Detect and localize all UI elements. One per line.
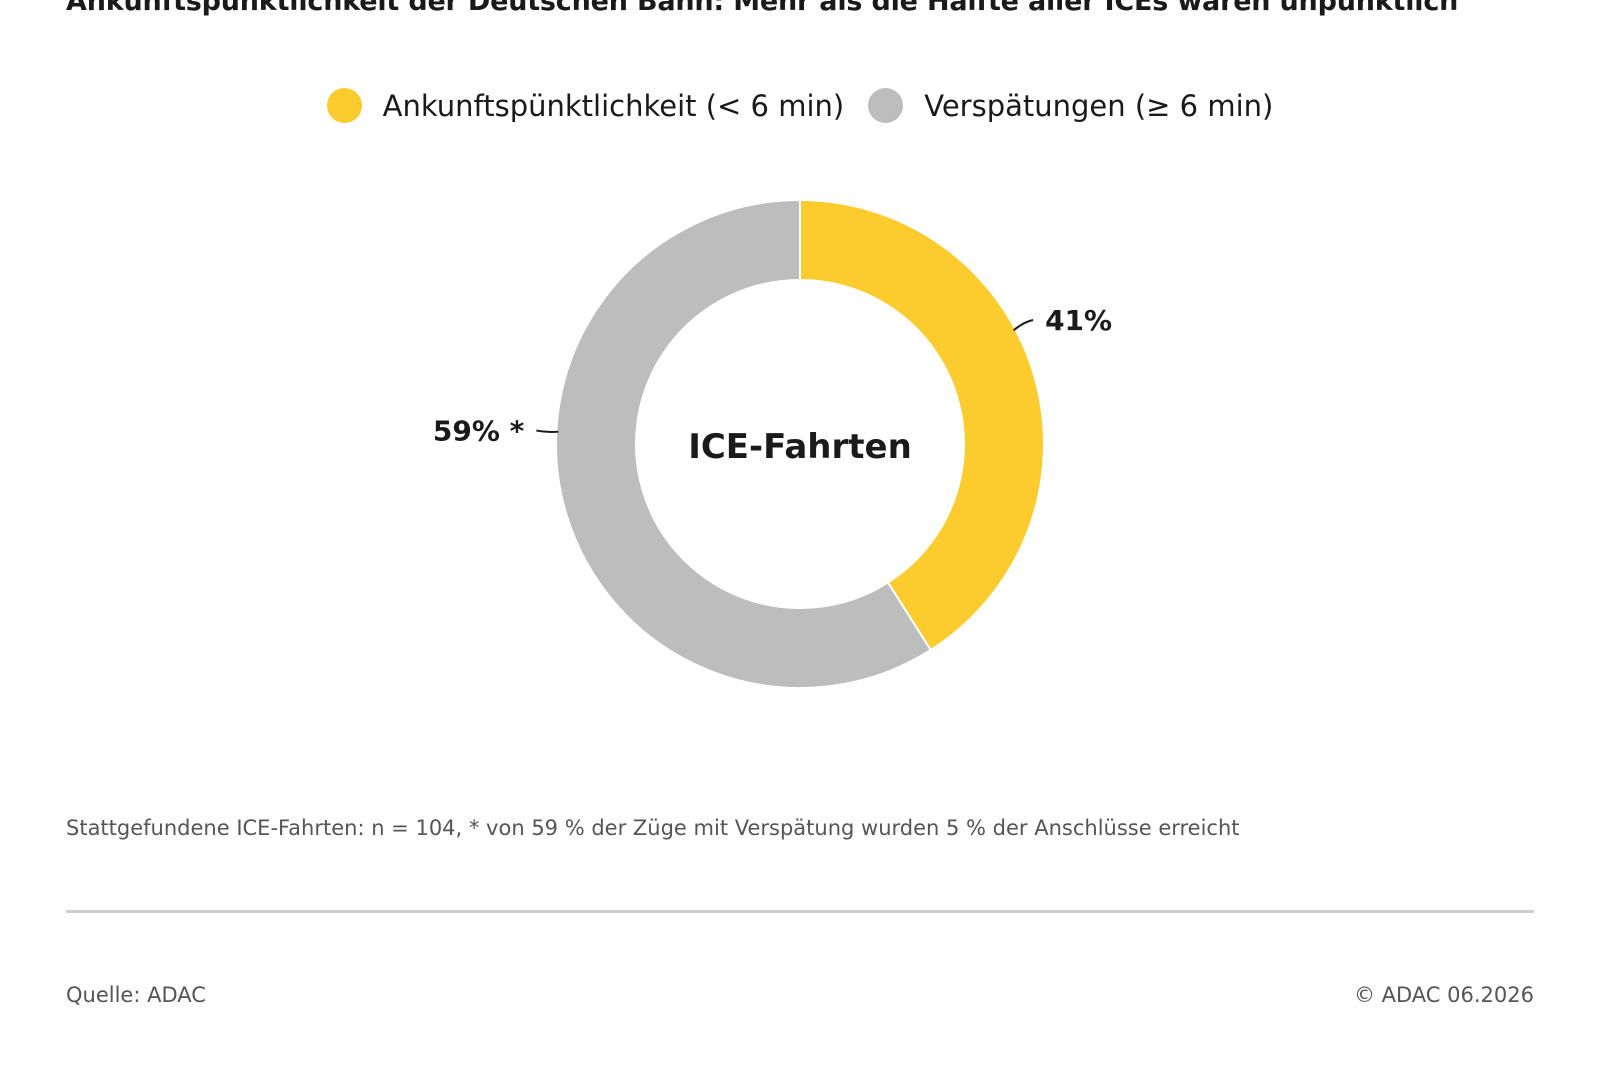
legend-swatch-punctual: [326, 88, 362, 123]
footnote: Stattgefundene ICE-Fahrten: n = 104, * v…: [66, 816, 1240, 840]
data-label-punctual: 41%: [1045, 304, 1112, 337]
leader-line-delayed: [536, 429, 559, 433]
legend-swatch-delayed: [868, 88, 904, 123]
donut-center-label: ICE-Fahrten: [688, 427, 912, 467]
legend: Ankunftspünktlichkeit (< 6 min) Verspätu…: [0, 88, 1600, 123]
chart-title: Ankunftspünktlichkeit der Deutschen Bahn…: [66, 0, 1459, 17]
donut-slice-delayed: [555, 198, 933, 689]
data-label-delayed: 59% *: [433, 415, 525, 448]
legend-label-delayed: Verspätungen (≥ 6 min): [924, 88, 1274, 123]
donut-slice-punctual: [799, 198, 1045, 652]
legend-item-delayed: Verspätungen (≥ 6 min): [868, 88, 1273, 123]
source-label: Quelle: ADAC: [66, 983, 206, 1007]
leader-line-punctual: [1013, 319, 1034, 332]
legend-label-punctual: Ankunftspünktlichkeit (< 6 min): [382, 88, 845, 123]
donut-chart: ICE-Fahrten 41% 59% *: [433, 198, 1112, 689]
legend-item-punctual: Ankunftspünktlichkeit (< 6 min): [326, 88, 845, 123]
copyright-label: © ADAC 06.2026: [1353, 983, 1534, 1007]
divider: [66, 910, 1534, 913]
